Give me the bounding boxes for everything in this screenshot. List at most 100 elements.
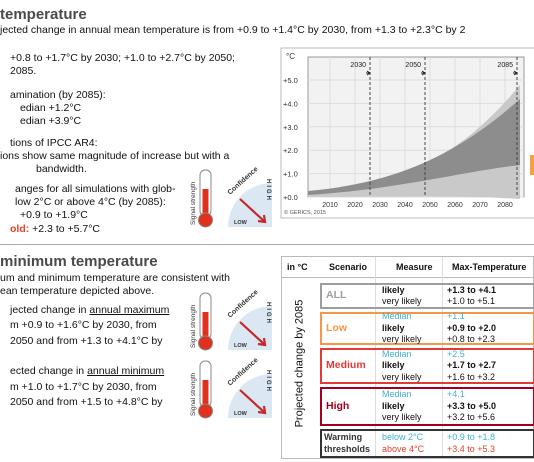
measure: Median bbox=[382, 311, 412, 322]
text: tions of IPCC AR4: bbox=[10, 137, 98, 149]
text: m +1.0 to +1.7°C by 2030, from bbox=[10, 381, 157, 393]
scenario: ALL bbox=[326, 289, 347, 301]
period-arrow bbox=[513, 70, 518, 76]
credit: © GERICS, 2015 bbox=[284, 209, 326, 216]
icon-label: HIGH bbox=[265, 302, 271, 325]
value: +2.3 to +5.7°C bbox=[32, 223, 101, 235]
gauge bbox=[228, 374, 272, 418]
thermometer-bulb bbox=[198, 403, 213, 419]
gauge-arrow bbox=[239, 198, 267, 224]
scenario: Medium bbox=[326, 359, 366, 371]
text: ected change in bbox=[10, 365, 88, 377]
measure: likely bbox=[382, 322, 405, 333]
period-arrow bbox=[366, 70, 371, 76]
measure: Median bbox=[382, 348, 412, 359]
text: 2050 and from +1.5 to +4.8°C by bbox=[10, 396, 163, 408]
measure: very likely bbox=[382, 334, 422, 345]
text: 2085. bbox=[10, 65, 37, 77]
x-tick-label: 2080 bbox=[497, 202, 513, 209]
measure: likely bbox=[382, 284, 405, 295]
period-label: 2085 bbox=[497, 62, 513, 69]
measure: Median bbox=[382, 389, 412, 400]
scenario: Warming thresholds bbox=[324, 432, 371, 454]
value: +0.9 to +1.8 bbox=[447, 432, 496, 442]
measure: likely bbox=[382, 400, 405, 411]
scenario: High bbox=[326, 399, 350, 412]
text: jected change in bbox=[10, 304, 90, 316]
column-header: Measure bbox=[396, 262, 433, 272]
x-tick-label: 2070 bbox=[472, 202, 488, 209]
y-tick-label: +1.0 bbox=[283, 170, 298, 179]
text: ected change in annual minimum bbox=[10, 365, 164, 378]
row-frame bbox=[320, 312, 534, 345]
rule bbox=[375, 257, 376, 458]
heading: minimum temperature bbox=[0, 253, 158, 270]
emphasis: annual minimum bbox=[87, 365, 165, 377]
icon-label: LOW bbox=[234, 343, 248, 349]
icon-label: HIGH bbox=[265, 370, 271, 393]
text: ions show same magnitude of increase but… bbox=[0, 150, 230, 162]
icon-label: Signal strength bbox=[190, 304, 197, 348]
icon-label: Signal strength bbox=[190, 181, 197, 225]
text: +0.9 to +1.9°C bbox=[20, 209, 88, 221]
unit: °C bbox=[286, 52, 295, 61]
y-tick-label: +5.0 bbox=[283, 76, 298, 85]
thermometer-fill bbox=[202, 380, 209, 408]
measure: above 4°C bbox=[382, 443, 425, 454]
measure: very likely bbox=[382, 296, 422, 306]
value: +2.5 bbox=[447, 348, 465, 359]
value: +3.2 to +5.6 bbox=[447, 412, 496, 423]
thermometer-fill bbox=[202, 189, 209, 217]
text: edian +3.9°C bbox=[20, 115, 82, 127]
x-tick-label: 2010 bbox=[322, 202, 338, 209]
thermometer-fill bbox=[202, 312, 209, 340]
value: +1.3 to +4.1 bbox=[447, 284, 497, 295]
gauge bbox=[228, 183, 272, 227]
column-header: in °C bbox=[287, 262, 308, 272]
text: edian +1.2°C bbox=[20, 102, 82, 114]
column-header: Max-Temperature bbox=[452, 262, 527, 272]
value: +1.1 bbox=[447, 311, 465, 322]
y-tick-label: +4.0 bbox=[283, 99, 298, 108]
x-tick-label: 2030 bbox=[372, 202, 388, 209]
thermometer-bulb bbox=[198, 335, 213, 351]
value: +3.4 to +5.3 bbox=[447, 443, 496, 454]
value: +0.9 to +2.0 bbox=[447, 322, 497, 333]
column-header: Scenario bbox=[329, 262, 368, 272]
text: um and minimum temperature are consisten… bbox=[0, 272, 230, 284]
text: 2050 and from +1.3 to +4.1°C by bbox=[10, 335, 163, 347]
period-label: 2050 bbox=[405, 62, 421, 69]
accent bbox=[530, 155, 534, 175]
measure: below 2°C bbox=[382, 432, 424, 442]
text: +0.8 to +1.7°C by 2030; +1.0 to +2.7°C b… bbox=[10, 52, 235, 64]
text: old: +2.3 to +5.7°C bbox=[10, 223, 100, 236]
row-frame bbox=[320, 387, 534, 426]
side-label: Projected change by 2085 bbox=[293, 299, 306, 428]
text: amination (by 2085): bbox=[10, 89, 106, 101]
period-label: 2030 bbox=[350, 62, 366, 69]
icon-label: LOW bbox=[234, 220, 248, 226]
scenario: Low bbox=[326, 321, 347, 334]
icon-label: Signal strength bbox=[190, 372, 197, 416]
measure: likely bbox=[382, 360, 405, 371]
measure: very likely bbox=[382, 412, 422, 423]
rule bbox=[282, 277, 534, 278]
rule bbox=[442, 257, 443, 458]
text: bandwidth. bbox=[36, 163, 87, 175]
value: +0.8 to +2.3 bbox=[447, 334, 496, 345]
figure: °C © GERICS, 2015 +0.0 +1.0 +2.0 +3.0 +4.0 +5… bbox=[280, 47, 534, 219]
text: jected change in annual maximum bbox=[10, 304, 169, 317]
band-likely bbox=[308, 99, 520, 195]
text: ean temperature depicted above. bbox=[0, 285, 155, 297]
value: +4.1 bbox=[447, 389, 465, 400]
emphasis: annual maximum bbox=[89, 304, 170, 316]
period-arrow bbox=[421, 70, 426, 76]
divider bbox=[0, 244, 534, 245]
value: +1.7 to +2.7 bbox=[447, 360, 497, 371]
x-tick-label: 2020 bbox=[347, 202, 363, 209]
value: +1.0 to +5.1 bbox=[447, 296, 496, 306]
